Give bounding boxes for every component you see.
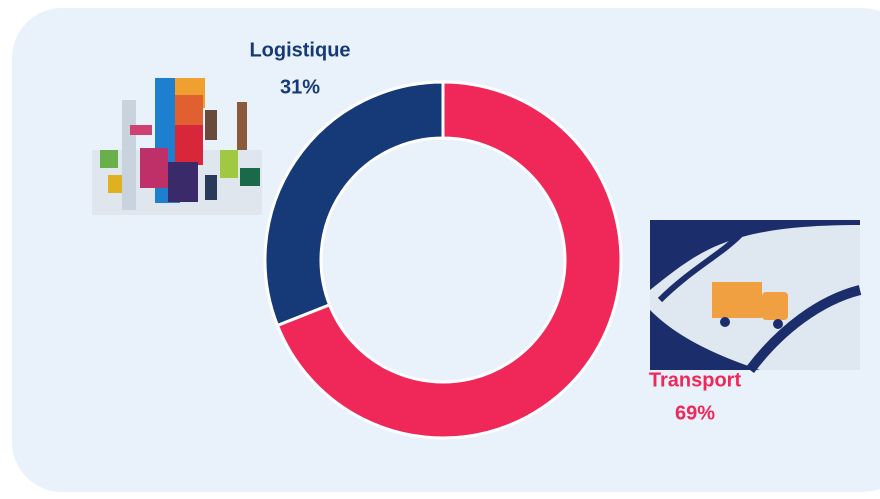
category-label: Transport (649, 369, 742, 391)
value-label: 69% (675, 402, 715, 424)
donut (263, 80, 623, 440)
panel (12, 8, 880, 492)
donut-slice (263, 80, 445, 328)
value-label: 31% (280, 76, 320, 98)
category-label: Logistique (249, 39, 350, 61)
truck-icon (650, 220, 862, 374)
donut-slice (275, 80, 623, 440)
building-icon (92, 78, 262, 215)
